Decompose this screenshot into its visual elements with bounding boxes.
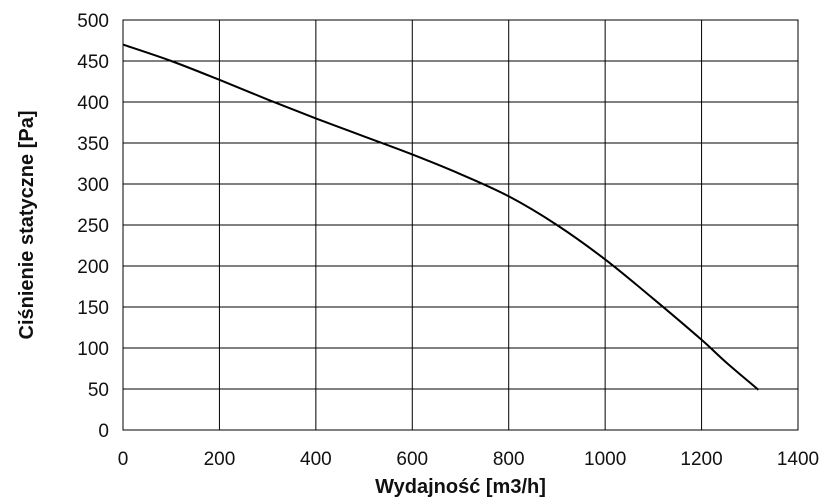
x-axis-title: Wydajność [m3/h] <box>375 476 546 498</box>
y-tick-label: 350 <box>77 134 109 155</box>
x-tick-label: 400 <box>300 449 332 470</box>
y-tick-label: 500 <box>77 11 109 32</box>
y-tick-label: 250 <box>77 216 109 237</box>
y-tick-label: 450 <box>77 52 109 73</box>
x-tick-label: 1400 <box>777 449 819 470</box>
x-tick-label: 600 <box>396 449 428 470</box>
y-axis-ticks: 0 50 100 150 200 250 300 350 400 450 500 <box>77 11 109 442</box>
y-tick-label: 400 <box>77 93 109 114</box>
y-tick-label: 150 <box>77 298 109 319</box>
series-line <box>122 43 760 391</box>
grid <box>122 19 799 431</box>
y-tick-label: 300 <box>77 175 109 196</box>
x-tick-label: 800 <box>493 449 525 470</box>
y-tick-label: 100 <box>77 339 109 360</box>
x-tick-label: 1000 <box>584 449 626 470</box>
x-tick-label: 0 <box>118 449 129 470</box>
x-tick-label: 200 <box>204 449 236 470</box>
plot-area <box>122 19 799 431</box>
x-tick-label: 1200 <box>680 449 722 470</box>
x-axis-ticks: 0 200 400 600 800 1000 1200 1400 <box>118 449 819 470</box>
y-tick-label: 0 <box>98 421 109 442</box>
y-tick-label: 200 <box>77 257 109 278</box>
y-axis-title: Ciśnienie statyczne [Pa] <box>16 111 38 340</box>
y-tick-label: 50 <box>88 380 109 401</box>
